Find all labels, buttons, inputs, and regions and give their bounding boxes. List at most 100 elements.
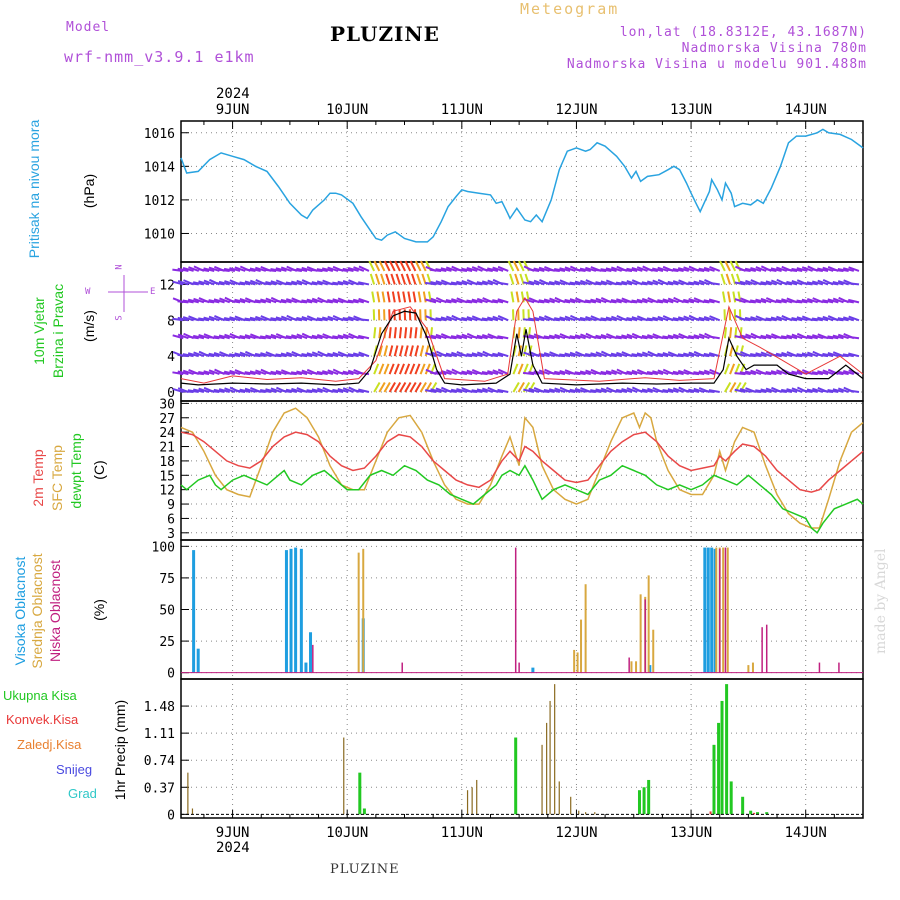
wind-arrow	[703, 299, 715, 304]
wind-arrow	[730, 273, 737, 285]
mid-cloud-bar	[652, 629, 655, 673]
wind-arrow	[172, 387, 184, 393]
wind-arrow	[280, 266, 292, 272]
wind-arrow	[172, 371, 184, 376]
wind-arrow	[760, 371, 772, 376]
wind-arrow	[373, 382, 381, 393]
wind-arrow	[827, 298, 839, 304]
wind-arrow	[342, 267, 354, 272]
temp-2m-line	[180, 431, 864, 493]
wind-arrow	[554, 280, 566, 286]
wind-arrow	[409, 260, 417, 272]
wind-arrow	[729, 327, 733, 339]
wind-arrow	[533, 279, 545, 286]
wind-arrow	[688, 351, 700, 358]
wind-arrow	[585, 266, 597, 272]
wind-arrow	[471, 281, 483, 286]
wind-arrow	[229, 267, 241, 272]
wind-arrow	[822, 352, 834, 358]
wind-arrow	[683, 266, 695, 272]
wind-arrow	[791, 387, 803, 393]
station-title: PLUZINE	[330, 22, 440, 46]
wind-arrow	[390, 273, 396, 285]
total-rain-bar	[642, 787, 646, 815]
wind-arrow	[641, 388, 653, 394]
wind-arrow	[595, 334, 607, 340]
wind-arrow	[621, 334, 633, 340]
wind-arrow	[177, 333, 189, 340]
wind-arrow	[626, 316, 638, 322]
wind-arrow	[595, 371, 607, 376]
wind-arrow	[703, 389, 715, 394]
wind-arrow	[727, 291, 732, 303]
wind-arrow	[358, 265, 370, 272]
wind-arrow	[781, 298, 793, 304]
wind-arrow	[734, 388, 746, 394]
wind-arrow	[321, 316, 334, 322]
wind-arrow	[383, 382, 391, 393]
wind-arrow	[414, 382, 422, 393]
wind-arrow	[832, 317, 844, 322]
mid-cloud-bar	[635, 661, 638, 673]
wind-arrow	[528, 280, 540, 286]
wind-arrow	[342, 387, 354, 393]
wind-arrow	[445, 266, 457, 272]
wind-arrow	[611, 369, 623, 376]
wind-arrow	[193, 351, 205, 358]
wind-arrow	[342, 300, 354, 304]
wind-arrow	[590, 352, 602, 358]
wind-arrow	[708, 298, 720, 304]
wind-arrow	[812, 387, 824, 393]
wind-arrow	[543, 298, 555, 304]
wind-arrow	[476, 281, 488, 286]
wind-arrow	[445, 298, 457, 304]
wind-arrow	[543, 352, 555, 358]
wind-arrow	[755, 335, 767, 340]
wind-arrow	[750, 369, 762, 376]
mid-cloud-bar	[747, 665, 750, 673]
wind-arrow	[848, 298, 860, 304]
wind-arrow	[652, 267, 664, 272]
wind-arrow	[419, 260, 427, 272]
wind-arrow	[806, 334, 818, 340]
wind-arrow	[440, 267, 452, 272]
total-rain-bar	[712, 744, 716, 815]
wind-arrow	[337, 280, 349, 286]
wind-arrow	[492, 352, 504, 358]
compass-west: W	[85, 287, 91, 297]
wind-arrow	[765, 317, 777, 322]
wind-arrow	[213, 281, 225, 286]
wind-arrow	[781, 351, 793, 358]
wind-arrow	[574, 268, 586, 272]
wind-arrow	[708, 352, 721, 358]
wind-arrow	[234, 266, 246, 272]
total-rain-bar	[729, 781, 733, 815]
x-tick-label-bottom: 13JUN	[670, 825, 712, 841]
wind-arrow	[682, 389, 695, 394]
wind-arrow	[631, 299, 643, 304]
wind-arrow	[796, 353, 808, 358]
wind-arrow	[430, 297, 442, 304]
wind-arrow	[749, 299, 762, 304]
wind-arrow	[244, 317, 256, 322]
wind-arrow	[378, 260, 386, 272]
wind-arrow	[208, 352, 220, 358]
wind-arrow	[358, 334, 370, 340]
wind-arrow	[667, 280, 679, 286]
wind-arrow	[481, 317, 493, 322]
wind-side-label-2: Brzina i Pravac	[50, 283, 66, 379]
wind-arrow	[203, 279, 215, 286]
wind-arrow	[380, 273, 386, 285]
wind-arrow	[280, 352, 292, 358]
wind-arrow	[223, 267, 236, 272]
x-tick-label-top: 11JUN	[441, 102, 483, 118]
wind-arrow	[760, 334, 772, 340]
wind-arrow	[796, 267, 808, 272]
mid-cloud-bar	[362, 548, 365, 673]
wind-arrow	[641, 371, 653, 376]
wind-arrow	[352, 298, 365, 304]
wind-arrow	[615, 335, 628, 340]
wind-arrow	[709, 368, 721, 376]
wind-arrow	[791, 267, 803, 272]
total-rain-bar	[741, 796, 745, 815]
